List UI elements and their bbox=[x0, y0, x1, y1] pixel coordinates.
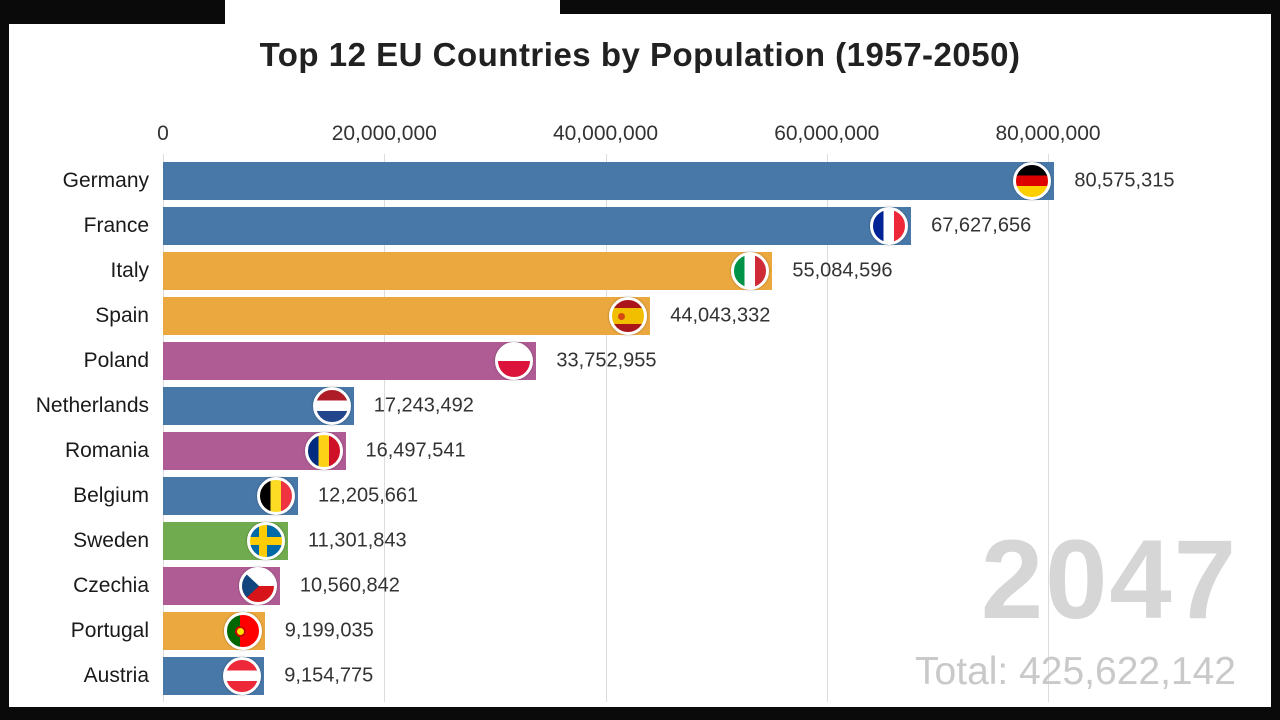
country-label: Portugal bbox=[70, 618, 149, 642]
country-label: Germany bbox=[62, 168, 149, 192]
gridline bbox=[605, 154, 607, 702]
bar-row: France 67,627,656 bbox=[0, 203, 1280, 248]
bar-track: 55,084,596 bbox=[163, 251, 1280, 290]
bar-value-label: 16,497,541 bbox=[365, 439, 466, 461]
population-bar bbox=[163, 206, 912, 245]
at-flag-icon bbox=[223, 656, 262, 695]
letterbox-bottom bbox=[0, 707, 1280, 720]
gridline bbox=[384, 154, 386, 702]
gridline bbox=[826, 154, 828, 702]
chart-title: Top 12 EU Countries by Population (1957-… bbox=[259, 36, 1021, 73]
bar-track: 9,199,035 bbox=[163, 611, 1280, 650]
bar-row: Poland 33,752,955 bbox=[0, 338, 1280, 383]
country-label: Poland bbox=[83, 348, 149, 372]
bar-row: Romania 16,497,541 bbox=[0, 428, 1280, 473]
year-counter: 2047 bbox=[980, 517, 1238, 642]
cz-flag-icon bbox=[238, 566, 277, 605]
nl-flag-icon bbox=[312, 386, 351, 425]
de-flag-icon bbox=[1013, 161, 1052, 200]
bar-track: 9,154,775 bbox=[163, 656, 1280, 695]
bar-row: Czechia 10,560,842 bbox=[0, 563, 1280, 608]
population-bar bbox=[163, 161, 1055, 200]
country-label: Belgium bbox=[73, 483, 149, 507]
x-axis-tick-label: 0 bbox=[157, 122, 169, 145]
be-flag-icon bbox=[257, 476, 296, 515]
bar-track: 17,243,492 bbox=[163, 386, 1280, 425]
bar-value-label: 44,043,332 bbox=[670, 304, 771, 326]
pl-flag-icon bbox=[495, 341, 534, 380]
bar-value-label: 9,199,035 bbox=[284, 619, 374, 641]
bar-row: Netherlands 17,243,492 bbox=[0, 383, 1280, 428]
country-label: Netherlands bbox=[35, 393, 149, 417]
x-axis-tick-label: 60,000,000 bbox=[774, 122, 880, 145]
letterbox-left bbox=[0, 0, 9, 720]
country-label: Sweden bbox=[73, 528, 149, 552]
total-label: Total: bbox=[915, 650, 1009, 693]
gridline bbox=[1048, 154, 1049, 702]
bar-value-label: 55,084,596 bbox=[792, 259, 893, 281]
population-bar bbox=[163, 251, 773, 290]
country-label: Czechia bbox=[73, 573, 149, 597]
bar-track: 11,301,843 bbox=[163, 521, 1280, 560]
x-axis-tick-label: 20,000,000 bbox=[331, 122, 437, 145]
population-bar bbox=[163, 341, 537, 380]
country-label: Austria bbox=[83, 663, 149, 687]
bar-track: 67,627,656 bbox=[163, 206, 1280, 245]
total-value: 425,622,142 bbox=[1019, 650, 1236, 693]
bar-rows: Germany 80,575,315 France 67,627,656 Italy 55… bbox=[0, 158, 1280, 698]
bar-row: Portugal 9,199,035 bbox=[0, 608, 1280, 653]
bar-row: Spain 44,043,332 bbox=[0, 293, 1280, 338]
population-bar bbox=[163, 296, 651, 335]
fr-flag-icon bbox=[870, 206, 909, 245]
gridlines bbox=[163, 154, 1280, 702]
x-axis-tick-label: 40,000,000 bbox=[552, 122, 659, 145]
x-axis: 0 20,000,000 40,000,000 60,000,000 80,000,00… bbox=[157, 122, 1280, 152]
letterbox-right bbox=[1271, 0, 1280, 720]
bar-value-label: 9,154,775 bbox=[284, 664, 374, 686]
it-flag-icon bbox=[731, 251, 770, 290]
bar-row: Germany 80,575,315 bbox=[0, 158, 1280, 203]
bar-row: Belgium 12,205,661 bbox=[0, 473, 1280, 518]
bar-value-label: 80,575,315 bbox=[1074, 169, 1175, 191]
letterbox-top-right bbox=[560, 0, 1271, 14]
gridline bbox=[163, 154, 164, 702]
bar-value-label: 11,301,843 bbox=[308, 529, 407, 551]
country-label: Spain bbox=[95, 303, 149, 327]
bar-value-label: 17,243,492 bbox=[373, 394, 474, 416]
bar-row: Sweden 11,301,843 bbox=[0, 518, 1280, 563]
letterbox-top-left bbox=[9, 0, 225, 24]
ro-flag-icon bbox=[304, 431, 343, 470]
total-counter: Total: 425,622,142 bbox=[915, 650, 1236, 694]
es-flag-icon bbox=[609, 296, 648, 335]
bar-value-label: 12,205,661 bbox=[318, 484, 419, 506]
bar-track: 10,560,842 bbox=[163, 566, 1280, 605]
bar-track: 33,752,955 bbox=[163, 341, 1280, 380]
bar-value-label: 33,752,955 bbox=[556, 349, 657, 371]
bar-track: 44,043,332 bbox=[163, 296, 1280, 335]
country-label: France bbox=[83, 213, 149, 237]
country-label: Romania bbox=[64, 438, 149, 462]
bar-value-label: 67,627,656 bbox=[931, 214, 1032, 236]
x-axis-tick-label: 80,000,000 bbox=[995, 122, 1101, 145]
plot-area: Germany 80,575,315 France 67,627,656 Italy 55… bbox=[0, 154, 1280, 702]
bar-value-label: 10,560,842 bbox=[299, 574, 400, 596]
bar-track: 16,497,541 bbox=[163, 431, 1280, 470]
bar-row: Austria 9,154,775 bbox=[0, 653, 1280, 698]
pt-flag-icon bbox=[223, 611, 262, 650]
bar-track: 80,575,315 bbox=[163, 161, 1280, 200]
country-label: Italy bbox=[110, 258, 149, 282]
se-flag-icon bbox=[247, 521, 286, 560]
bar-track: 12,205,661 bbox=[163, 476, 1280, 515]
bar-row: Italy 55,084,596 bbox=[0, 248, 1280, 293]
